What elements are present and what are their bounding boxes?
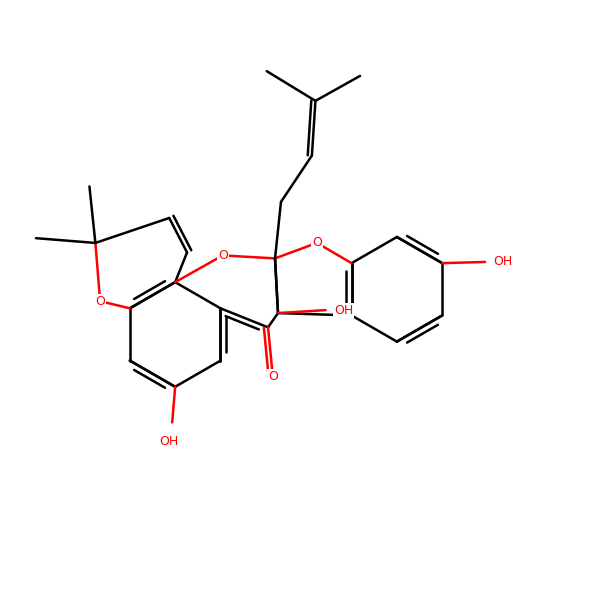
Text: OH: OH [334,304,353,317]
Text: OH: OH [160,435,179,448]
Text: O: O [218,249,227,262]
Text: O: O [268,370,278,383]
Text: O: O [312,236,322,250]
Text: O: O [95,295,105,308]
Text: OH: OH [493,256,512,268]
